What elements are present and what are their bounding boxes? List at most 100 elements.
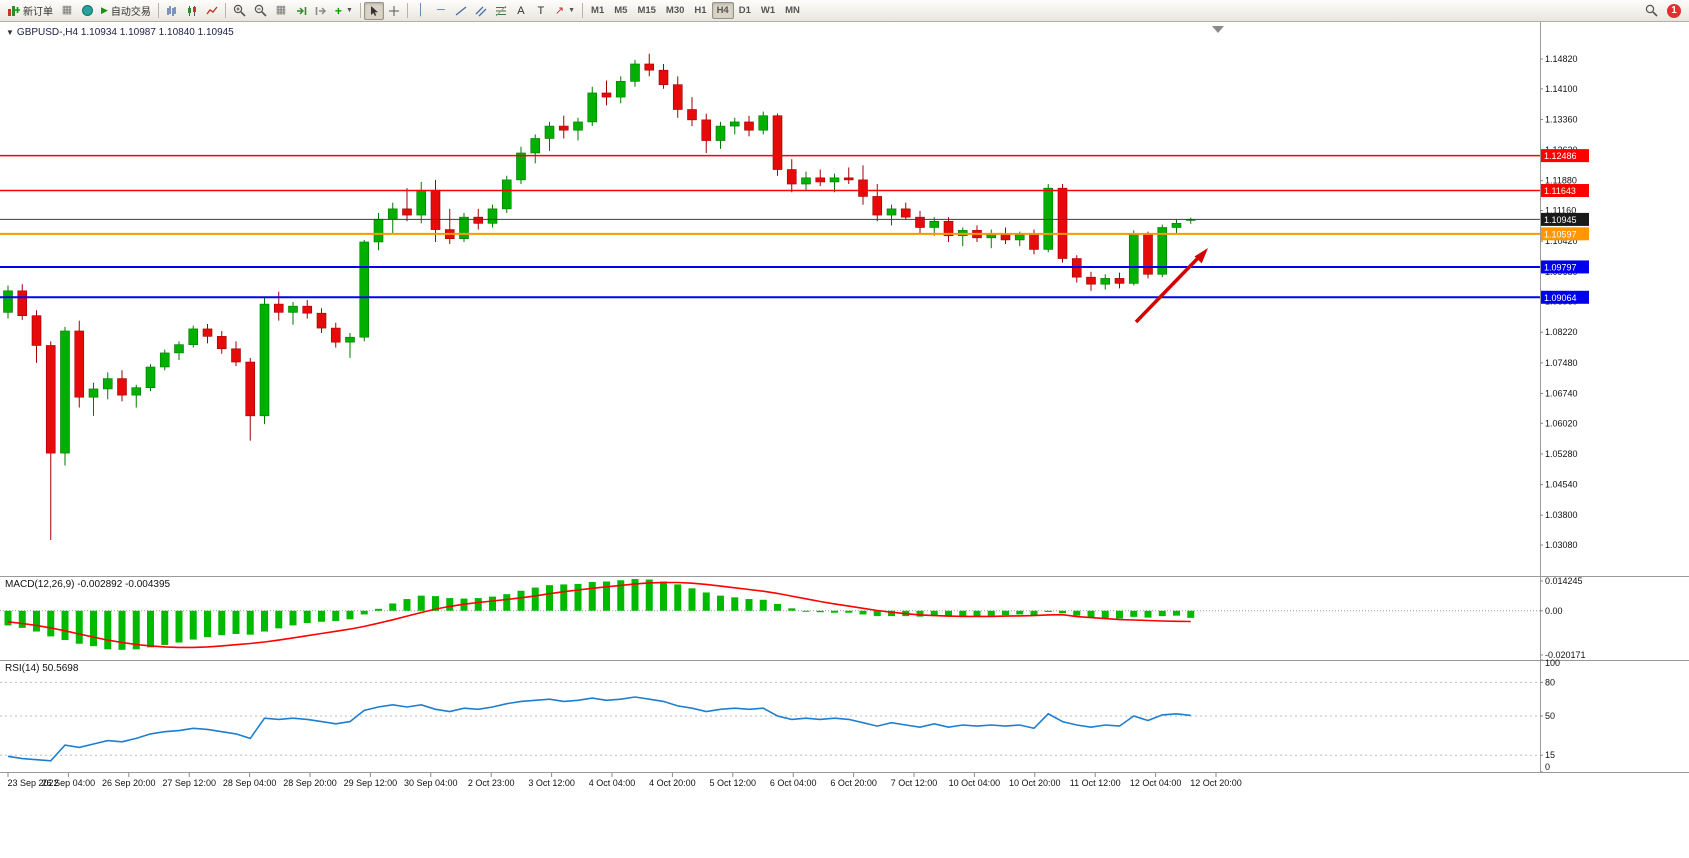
toolbar-separator (224, 3, 226, 18)
rsi-indicator-label: RSI(14) 50.5698 (5, 663, 79, 674)
channel-icon (475, 6, 487, 16)
timeframe-h4-button[interactable]: H4 (711, 2, 734, 19)
svg-text:1.03080: 1.03080 (1545, 540, 1578, 550)
chart-shift-marker[interactable] (1212, 26, 1224, 33)
horizontal-line-tool-button[interactable]: ─ (431, 2, 451, 20)
svg-text:6 Oct 20:00: 6 Oct 20:00 (830, 778, 877, 788)
timeframe-m5-button[interactable]: M5 (609, 2, 632, 19)
svg-text:5 Oct 12:00: 5 Oct 12:00 (710, 778, 757, 788)
svg-text:1.11880: 1.11880 (1545, 176, 1577, 186)
rsi-axis[interactable]: 100 80 50 15 0 (1540, 658, 1560, 773)
svg-text:1.08220: 1.08220 (1545, 327, 1578, 337)
timeframe-h1-button[interactable]: H1 (689, 2, 711, 19)
svg-text:1.13360: 1.13360 (1545, 114, 1578, 124)
zoom-out-icon (254, 4, 267, 17)
svg-text:3 Oct 12:00: 3 Oct 12:00 (528, 778, 575, 788)
svg-text:4 Oct 04:00: 4 Oct 04:00 (589, 778, 636, 788)
timeframe-m30-button[interactable]: M30 (661, 2, 689, 19)
price-badge (1541, 184, 1589, 198)
svg-text:28 Sep 04:00: 28 Sep 04:00 (223, 778, 277, 788)
svg-text:1.14820: 1.14820 (1545, 54, 1578, 64)
svg-text:11 Oct 12:00: 11 Oct 12:00 (1070, 778, 1121, 788)
candlestick-chart-type-button[interactable] (182, 2, 202, 20)
vertical-line-tool-button[interactable]: │ (411, 2, 431, 20)
autotrading-button[interactable]: ▶ 自动交易 (97, 2, 155, 20)
toolbar-right-group: 1 (1641, 2, 1686, 20)
indicators-button[interactable]: + ▼ (331, 2, 357, 20)
horizontal-level-lines[interactable] (0, 154, 1540, 299)
fibonacci-tool-button[interactable] (491, 2, 511, 20)
toolbar-separator (157, 3, 159, 18)
macd-histogram[interactable] (4, 579, 1195, 650)
svg-text:29 Sep 12:00: 29 Sep 12:00 (344, 778, 398, 788)
timeframe-w1-button[interactable]: W1 (756, 2, 780, 19)
label-icon: T (537, 4, 545, 17)
trendline-tool-button[interactable] (451, 2, 471, 20)
chevron-down-icon: ▼ (568, 7, 576, 14)
notification-badge[interactable]: 1 (1667, 3, 1681, 18)
svg-text:0.014245: 0.014245 (1545, 576, 1583, 586)
bar-chart-type-button[interactable] (162, 2, 182, 20)
new-order-button[interactable]: 新订单 (3, 2, 57, 20)
svg-text:6 Oct 04:00: 6 Oct 04:00 (770, 778, 817, 788)
chart-shift-button[interactable] (311, 2, 331, 20)
svg-text:1.06740: 1.06740 (1545, 388, 1578, 398)
svg-text:26 Sep 20:00: 26 Sep 20:00 (102, 778, 156, 788)
timeframe-mn-button[interactable]: MN (780, 2, 805, 19)
toolbar-separator (359, 3, 361, 18)
label-tool-button[interactable]: T (531, 2, 551, 20)
svg-text:1.05280: 1.05280 (1545, 449, 1578, 459)
rsi-line[interactable] (7, 696, 1191, 762)
tile-windows-button[interactable]: ▦ (271, 2, 291, 20)
timeframe-d1-button[interactable]: D1 (734, 2, 756, 19)
svg-text:26 Sep 04:00: 26 Sep 04:00 (42, 778, 96, 788)
timeframe-m1-button[interactable]: M1 (586, 2, 609, 19)
toolbar-separator (582, 3, 584, 18)
horizontal-line-icon: ─ (436, 4, 445, 16)
auto-scroll-button[interactable] (291, 2, 311, 20)
symbol-ohlc-text: GBPUSD-,H4 1.10934 1.10987 1.10840 1.109… (16, 27, 234, 38)
profiles-button[interactable]: ▦ (57, 2, 77, 20)
price-badge (1541, 212, 1589, 226)
line-chart-type-button[interactable] (202, 2, 222, 20)
zoom-in-button[interactable] (229, 2, 250, 20)
svg-text:1.06020: 1.06020 (1545, 418, 1578, 428)
timeframe-m15-button[interactable]: M15 (632, 2, 660, 19)
crosshair-icon (388, 5, 399, 16)
red-arrow-annotation[interactable] (1134, 248, 1208, 324)
svg-text:80: 80 (1545, 677, 1555, 687)
text-tool-button[interactable]: A (511, 2, 531, 20)
text-icon: A (517, 4, 525, 17)
search-icon (1645, 4, 1658, 17)
svg-text:28 Sep 20:00: 28 Sep 20:00 (283, 778, 337, 788)
svg-text:100: 100 (1545, 658, 1560, 668)
toolbar: 新订单 ▦ ▶ 自动交易 ▦ + ▼ │ ─ A T ↗ ▼ M1 M5 M15 M… (0, 0, 1689, 22)
crosshair-tool-button[interactable] (384, 2, 404, 20)
search-button[interactable] (1641, 2, 1662, 20)
price-badges: 1.12486 1.11643 1.10945 1.10597 1.09797 1.090… (1541, 149, 1589, 304)
macd-axis[interactable]: 0.014245 0.00 -0.020171 (1540, 576, 1586, 660)
svg-text:-0.020171: -0.020171 (1545, 650, 1586, 660)
svg-text:4 Oct 20:00: 4 Oct 20:00 (649, 778, 696, 788)
cursor-tool-button[interactable] (363, 1, 384, 20)
channel-tool-button[interactable] (471, 2, 491, 20)
auto-scroll-icon (296, 6, 307, 15)
profiles-icon: ▦ (61, 4, 73, 16)
symbol-dropdown-icon[interactable]: ▼ (6, 28, 14, 37)
arrow-icon: ↗ (554, 5, 565, 17)
macd-signal-line (7, 581, 1191, 649)
zoom-out-button[interactable] (250, 2, 271, 20)
svg-text:0: 0 (1545, 762, 1550, 772)
svg-text:1.10420: 1.10420 (1545, 236, 1578, 246)
macd-indicator-label: MACD(12,26,9) -0.002892 -0.004395 (5, 579, 171, 590)
tile-windows-icon: ▦ (275, 4, 287, 16)
candlestick-series[interactable] (3, 53, 1196, 541)
chevron-down-icon: ▼ (345, 7, 353, 14)
svg-text:1.03800: 1.03800 (1545, 510, 1578, 520)
market-watch-button[interactable] (77, 2, 97, 20)
svg-text:0.00: 0.00 (1545, 606, 1563, 616)
svg-text:1.10945: 1.10945 (1544, 215, 1577, 225)
arrows-tool-button[interactable]: ↗ ▼ (551, 2, 579, 20)
